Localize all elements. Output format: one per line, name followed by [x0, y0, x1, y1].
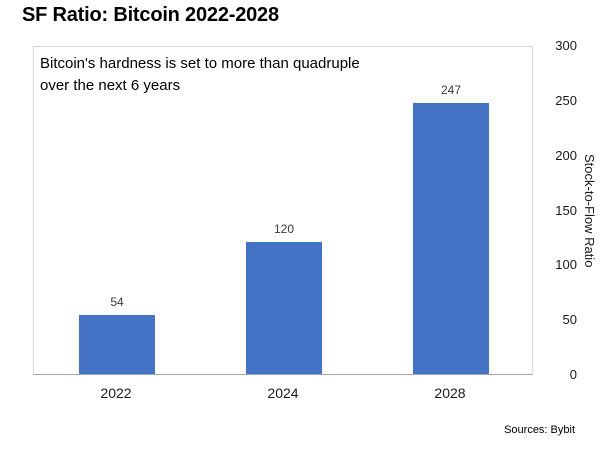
bar-2028 — [413, 103, 489, 374]
bar-2022 — [79, 315, 155, 374]
source-note: Sources: Bybit — [504, 424, 575, 436]
y-tick-label: 300 — [555, 38, 577, 53]
bar-2024 — [246, 242, 322, 374]
x-tick-label: 2028 — [434, 385, 466, 401]
y-tick-label: 100 — [555, 257, 577, 272]
y-tick-label: 200 — [555, 148, 577, 163]
y-tick-label: 50 — [562, 312, 577, 327]
y-tick-label: 250 — [555, 93, 577, 108]
y-axis-title: Stock-to-Flow Ratio — [582, 153, 597, 268]
x-tick-label: 2022 — [100, 385, 132, 401]
y-tick-label: 150 — [555, 203, 577, 218]
bar-value-label: 247 — [440, 83, 462, 97]
x-tick-label: 2024 — [267, 385, 299, 401]
y-tick-label: 0 — [569, 367, 577, 382]
chart-title: SF Ratio: Bitcoin 2022-2028 — [22, 4, 279, 26]
plot-area: Bitcoin's hardness is set to more than q… — [33, 46, 533, 375]
chart-annotation: Bitcoin's hardness is set to more than q… — [40, 55, 360, 94]
bar-value-label: 54 — [110, 295, 124, 309]
bar-value-label: 120 — [273, 222, 295, 236]
